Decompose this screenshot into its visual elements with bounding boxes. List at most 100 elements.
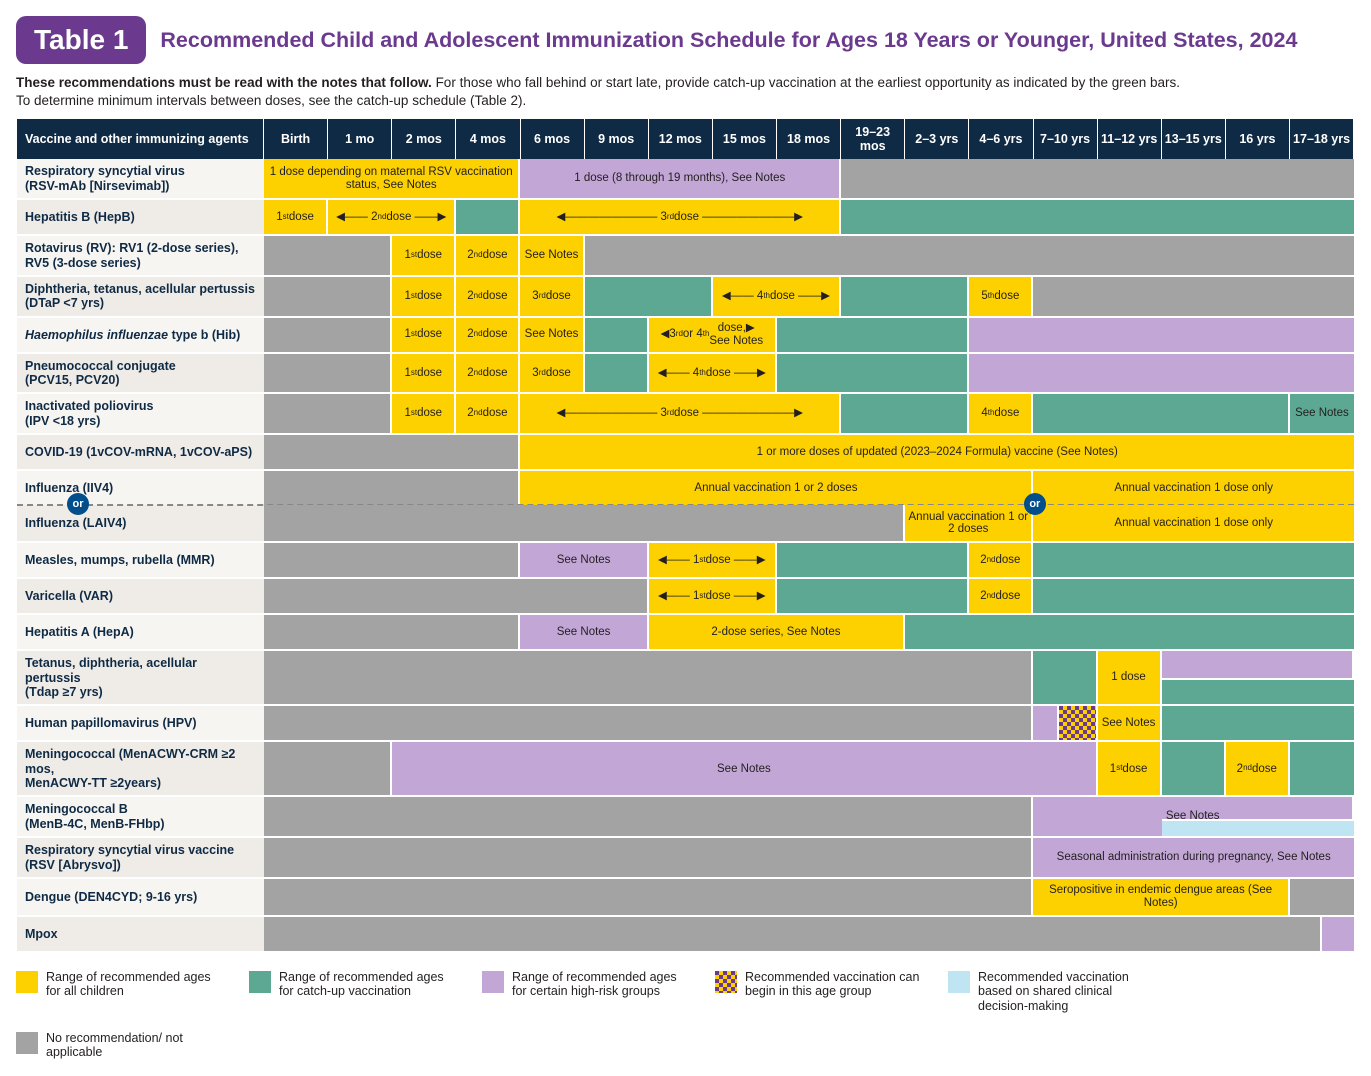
segment [264, 394, 392, 433]
timeline: Annual vaccination 1 or 2 dosesAnnual va… [264, 471, 1354, 505]
table-badge: Table 1 [16, 16, 146, 64]
timeline: 1 dose [264, 651, 1354, 704]
segment: See Notes [520, 318, 584, 352]
schedule-row: Rotavirus (RV): RV1 (2-dose series),RV5 … [17, 234, 1354, 275]
segment: 1st dose [392, 236, 456, 275]
segment [264, 706, 1033, 740]
header-age-cell: Birth [264, 119, 328, 159]
legend-swatch [948, 971, 970, 993]
segment: 1 dose depending on maternal RSV vaccina… [264, 159, 520, 198]
header-age-cell: 2–3 yrs [905, 119, 969, 159]
segment: See Notes [1098, 706, 1162, 740]
segment [969, 318, 1354, 352]
timeline: Annual vaccination 1 or 2 dosesAnnual va… [264, 505, 1354, 541]
header-age-cell: 19–23 mos [841, 119, 905, 159]
segment: Seasonal administration during pregnancy… [1033, 838, 1354, 877]
segment [264, 651, 1033, 704]
segment [1162, 706, 1354, 740]
vaccine-label: Dengue (DEN4CYD; 9-16 yrs) [17, 879, 264, 915]
header-age-cell: 9 mos [585, 119, 649, 159]
segment: ◀—— 1st dose ——▶ [649, 579, 777, 613]
segment [777, 579, 969, 613]
header-age-cell: 13–15 yrs [1162, 119, 1226, 159]
segment [264, 579, 649, 613]
segment [264, 318, 392, 352]
segment [841, 159, 1354, 198]
header-age-cell: 11–12 yrs [1098, 119, 1162, 159]
segment: Annual vaccination 1 or 2 doses [905, 505, 1033, 541]
segment [585, 236, 1354, 275]
vaccine-label: Hepatitis A (HepA) [17, 615, 264, 649]
timeline: 1st dose2nd dose◀———————— 3rd dose —————… [264, 394, 1354, 433]
segment: ◀—— 4th dose ——▶ [649, 354, 777, 393]
segment: See Notes [1290, 394, 1354, 433]
segment: ◀—— 4th dose ——▶ [713, 277, 841, 316]
vaccine-label: Respiratory syncytial virus vaccine(RSV … [17, 838, 264, 877]
segment: 1st dose [392, 354, 456, 393]
timeline: 1st dose◀—— 2nd dose ——▶◀———————— 3rd do… [264, 200, 1354, 234]
header-age-cell: 4–6 yrs [969, 119, 1033, 159]
segment: 2nd dose [456, 394, 520, 433]
page-title: Recommended Child and Adolescent Immuniz… [160, 28, 1297, 53]
header-age-cell: 4 mos [456, 119, 520, 159]
segment: 3rd dose [520, 354, 584, 393]
timeline: See Notes [264, 706, 1354, 740]
legend-item: Range of recommended ages for all childr… [16, 970, 221, 1013]
header-age-cell: 6 mos [521, 119, 585, 159]
legend-item: Range of recommended ages for certain hi… [482, 970, 687, 1013]
intro-text: These recommendations must be read with … [16, 74, 1355, 110]
segment [585, 354, 649, 393]
segment [264, 505, 905, 541]
vaccine-label: Pneumococcal conjugate(PCV15, PCV20) [17, 354, 264, 393]
segment-sublayer [1162, 819, 1354, 836]
vaccine-label: Hepatitis B (HepB) [17, 200, 264, 234]
timeline: Seropositive in endemic dengue areas (Se… [264, 879, 1354, 915]
legend-text: Range of recommended ages for certain hi… [512, 970, 687, 999]
segment [264, 615, 520, 649]
header-age-cell: 1 mo [328, 119, 392, 159]
segment: 4th dose [969, 394, 1033, 433]
header-age-cell: 18 mos [777, 119, 841, 159]
segment: Annual vaccination 1 dose only [1033, 471, 1354, 505]
segment [1033, 651, 1097, 704]
schedule-rows: Respiratory syncytial virus(RSV-mAb [Nir… [17, 159, 1354, 951]
segment [841, 277, 969, 316]
segment: Seropositive in endemic dengue areas (Se… [1033, 879, 1289, 915]
header-row: Vaccine and other immunizing agents Birt… [17, 119, 1354, 159]
segment [1322, 917, 1354, 951]
segment: 2nd dose [969, 579, 1033, 613]
legend-swatch [482, 971, 504, 993]
segment: 2nd dose [456, 318, 520, 352]
segment: See Notes [520, 236, 584, 275]
segment [1033, 579, 1354, 613]
segment: ◀—— 2nd dose ——▶ [328, 200, 456, 234]
header-age-cell: 12 mos [649, 119, 713, 159]
segment: ◀—— 1st dose ——▶ [649, 543, 777, 577]
segment [905, 615, 1354, 649]
schedule-row: Tetanus, diphtheria, acellular pertussis… [17, 649, 1354, 704]
segment: 2-dose series, See Notes [649, 615, 905, 649]
schedule-row: Human papillomavirus (HPV)See Notes [17, 704, 1354, 740]
timeline: 1st dose2nd dose3rd dose◀—— 4th dose ——▶… [264, 277, 1354, 316]
legend-swatch [16, 1032, 38, 1054]
segment [264, 277, 392, 316]
segment: 2nd dose [456, 236, 520, 275]
timeline: 1 or more doses of updated (2023–2024 Fo… [264, 435, 1354, 469]
header-age-cell: 15 mos [713, 119, 777, 159]
schedule-row: Meningococcal B(MenB-4C, MenB-FHbp)See N… [17, 795, 1354, 836]
segment [264, 236, 392, 275]
segment [585, 318, 649, 352]
vaccine-label: Meningococcal B(MenB-4C, MenB-FHbp) [17, 797, 264, 836]
timeline: 1st dose2nd doseSee Notes [264, 236, 1354, 275]
header-age-cell: 7–10 yrs [1034, 119, 1098, 159]
segment [264, 435, 520, 469]
schedule-row: Influenza (IIV4)Annual vaccination 1 or … [17, 469, 1354, 505]
segment-sublayer [1162, 678, 1354, 705]
legend-text: Range of recommended ages for catch-up v… [279, 970, 454, 999]
header-age-columns: Birth1 mo2 mos4 mos6 mos9 mos12 mos15 mo… [264, 119, 1354, 159]
segment: 2nd dose [1226, 742, 1290, 795]
vaccine-label: Varicella (VAR) [17, 579, 264, 613]
schedule-row: Hepatitis A (HepA)See Notes2-dose series… [17, 613, 1354, 649]
vaccine-label: Tetanus, diphtheria, acellular pertussis… [17, 651, 264, 704]
segment [777, 318, 969, 352]
